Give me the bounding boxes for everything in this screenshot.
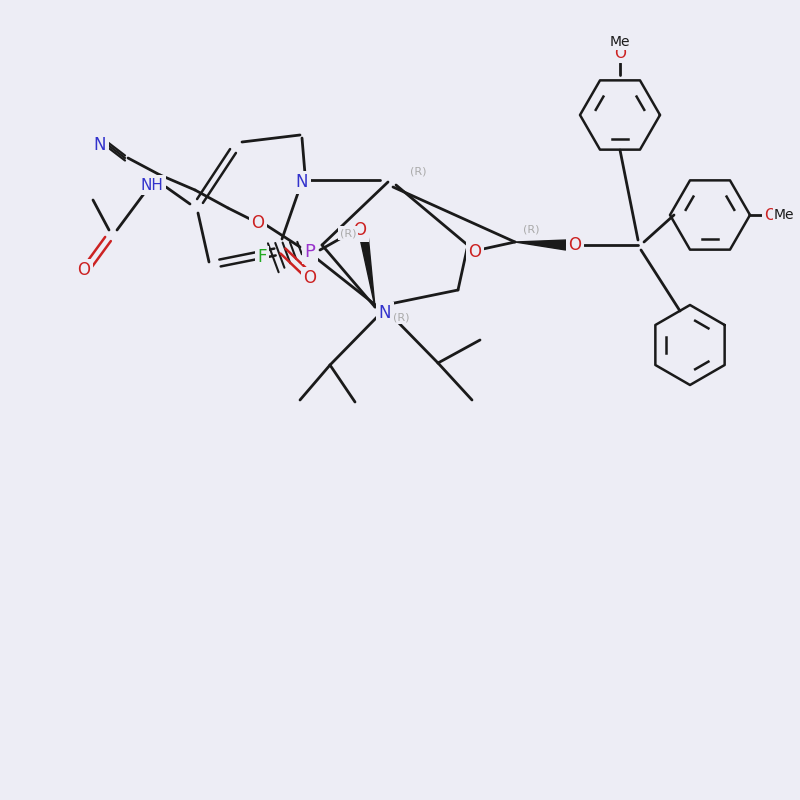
- Text: N: N: [296, 173, 308, 191]
- Text: O: O: [764, 207, 776, 222]
- Text: (R): (R): [393, 312, 410, 322]
- Text: (R): (R): [410, 167, 426, 177]
- Polygon shape: [357, 223, 375, 307]
- Text: P: P: [305, 243, 315, 261]
- Text: O: O: [354, 221, 366, 239]
- Text: N: N: [378, 304, 391, 322]
- Text: Me: Me: [610, 35, 630, 49]
- Text: O: O: [303, 269, 317, 287]
- Text: Me: Me: [774, 208, 794, 222]
- Text: O: O: [469, 243, 482, 261]
- Polygon shape: [515, 240, 566, 250]
- Text: O: O: [569, 236, 582, 254]
- Text: N: N: [94, 136, 106, 154]
- Text: O: O: [251, 214, 265, 232]
- Text: (R): (R): [340, 228, 357, 238]
- Text: O: O: [614, 46, 626, 61]
- Text: O: O: [78, 261, 90, 279]
- Text: (R): (R): [523, 225, 539, 235]
- Text: NH: NH: [141, 178, 163, 193]
- Text: F: F: [258, 248, 266, 266]
